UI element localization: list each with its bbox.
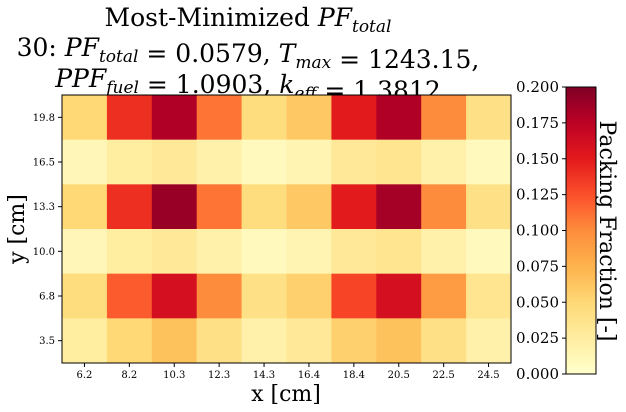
colorbar-tick-label: 0.025 [516, 329, 559, 347]
heatmap-cell [286, 95, 332, 141]
heatmap-cell [241, 229, 287, 275]
heatmap-cell [376, 318, 422, 364]
colorbar: 0.000 0.025 0.050 0.075 0.100 0.125 0.150 0.175… [516, 78, 597, 383]
y-tick-label: 16.5 [33, 158, 55, 169]
heatmap-cell [151, 273, 198, 319]
heatmap-cell [331, 95, 377, 141]
heatmap-cell [241, 184, 287, 230]
heatmap-cell [286, 273, 332, 319]
x-tick-label: 10.3 [163, 370, 185, 381]
plot-frame [61, 94, 512, 364]
heatmap-cell [241, 318, 287, 364]
title-line-2: 30: PFtotal = 0.0579, Tmax = 1243.15, [17, 33, 480, 74]
heatmap-cell [106, 273, 153, 319]
heatmap-cell [331, 139, 377, 185]
heatmap-cell [466, 184, 512, 230]
heatmap-cell [286, 139, 332, 185]
heatmap-cell [421, 318, 467, 364]
heatmap-cell [62, 95, 108, 141]
heatmap-cell [286, 229, 332, 275]
heatmap-cell [331, 184, 377, 230]
heatmap-cell [196, 273, 243, 319]
colorbar-gradient [565, 86, 597, 375]
title-line-1: Most-Minimized PFtotal [105, 3, 392, 37]
y-axis-ticks: 19.8 16.5 13.3 10.0 6.8 3.5 [33, 113, 62, 347]
heatmap-cell [331, 318, 377, 364]
heatmap-cell [241, 273, 287, 319]
heatmap-cell [466, 318, 512, 364]
colorbar-tick-label: 0.000 [516, 365, 559, 383]
x-axis-ticks: 6.2 8.2 10.3 12.3 14.3 16.4 18.4 20.5 22.5 24.5 [76, 363, 500, 381]
colorbar-tick-label: 0.125 [516, 186, 559, 204]
y-tick-label: 13.3 [33, 202, 55, 213]
heatmap-cell [106, 318, 153, 364]
x-tick-label: 14.3 [253, 370, 275, 381]
y-tick-label: 10.0 [33, 247, 55, 258]
heatmap-cell [151, 95, 198, 141]
y-axis-label: y [cm] [5, 194, 30, 265]
heatmap-cell [421, 229, 467, 275]
y-tick-label: 6.8 [39, 292, 55, 303]
heatmap-cell [421, 95, 467, 141]
heatmap-cell [286, 184, 332, 230]
heatmap-cell [331, 273, 377, 319]
heatmap-cell [151, 318, 198, 364]
heatmap-cell [466, 139, 512, 185]
heatmap-cell [421, 184, 467, 230]
x-tick-label: 12.3 [208, 370, 230, 381]
heatmap-cell [62, 273, 108, 319]
colorbar-tick-label: 0.175 [516, 114, 559, 132]
heatmap-cell [151, 139, 198, 185]
colorbar-tick-label: 0.100 [516, 222, 559, 240]
heatmap-cell [62, 139, 108, 185]
heatmap-cell [106, 184, 153, 230]
heatmap-cell [466, 95, 512, 141]
heatmap-cell [106, 139, 153, 185]
heatmap-cell [376, 184, 422, 230]
x-tick-label: 20.5 [388, 370, 410, 381]
heatmap-cell [421, 139, 467, 185]
heatmap-cell [62, 318, 108, 364]
y-tick-label: 3.5 [39, 336, 55, 347]
y-tick-label: 19.8 [33, 113, 55, 124]
x-tick-label: 24.5 [477, 370, 499, 381]
heatmap-cell [376, 139, 422, 185]
heatmap-cell [196, 139, 243, 185]
x-axis-label: x [cm] [251, 382, 321, 407]
heatmap-cell [331, 229, 377, 275]
heatmap-cell [106, 95, 153, 141]
heatmap-cell [286, 318, 332, 364]
heatmap-cell [62, 229, 108, 275]
x-tick-label: 16.4 [298, 370, 320, 381]
heatmap-cell [241, 95, 287, 141]
heatmap-cell [151, 184, 198, 230]
colorbar-label: Packing Fraction [-] [594, 121, 619, 342]
x-tick-label: 22.5 [433, 370, 455, 381]
heatmap-cell [421, 273, 467, 319]
heatmap-cell [106, 229, 153, 275]
colorbar-tick-label: 0.075 [516, 257, 559, 275]
heatmap-cell [466, 229, 512, 275]
colorbar-tick-label: 0.200 [516, 78, 559, 96]
x-tick-label: 18.4 [343, 370, 365, 381]
heatmap-cell [151, 229, 198, 275]
heatmap-cell [466, 273, 512, 319]
heatmap-cell [376, 273, 422, 319]
heatmap-cell [376, 95, 422, 141]
heatmap-plot-area [61, 94, 512, 364]
heatmap-cell [241, 139, 287, 185]
colorbar-tick-label: 0.150 [516, 150, 559, 168]
heatmap-cell [376, 229, 422, 275]
heatmap-cell [196, 95, 243, 141]
colorbar-tick-label: 0.050 [516, 293, 559, 311]
heatmap-cell [196, 318, 243, 364]
x-tick-label: 8.2 [121, 370, 137, 381]
x-tick-label: 6.2 [76, 370, 92, 381]
heatmap-cell [196, 229, 243, 275]
heatmap-cell [62, 184, 108, 230]
heatmap-cell [196, 184, 243, 230]
